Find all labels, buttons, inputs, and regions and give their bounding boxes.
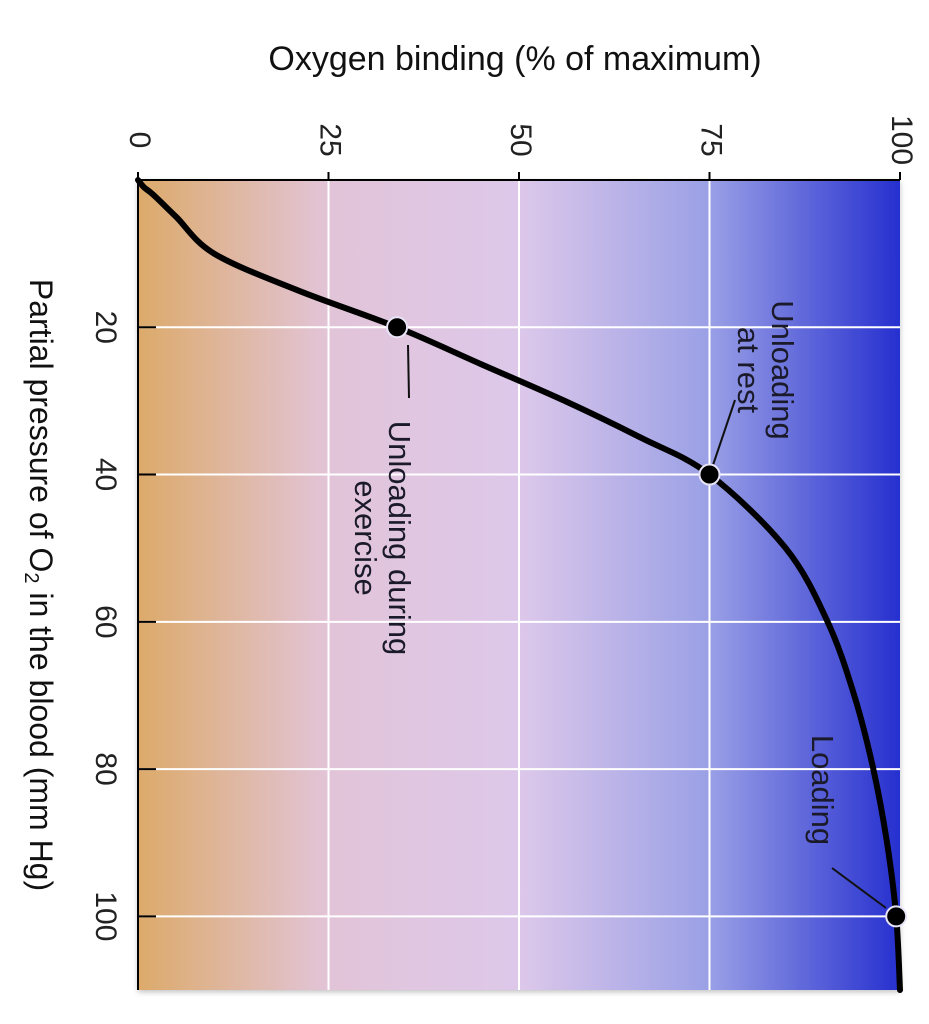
- annotation-text: Loading: [805, 735, 840, 845]
- x-axis-label: Partial pressure of O2 in the blood (mm …: [20, 279, 59, 891]
- annotation-unloading-at-rest: Unloadingat rest: [711, 300, 800, 469]
- annotation-text: Unloading duringexercise: [348, 421, 417, 655]
- dissociation-curve: [135, 177, 903, 993]
- x-tick-label: 80: [89, 752, 122, 785]
- x-tick-label: 20: [89, 311, 122, 344]
- grid-lines: [138, 180, 900, 990]
- data-point-marker: [698, 463, 721, 486]
- leader-line: [407, 344, 410, 399]
- x-tick-label: 60: [89, 605, 122, 638]
- annotation-text: Unloadingat rest: [731, 300, 800, 440]
- axis-ticks: [137, 172, 901, 918]
- y-axis-label: Oxygen binding (% of maximum): [268, 40, 761, 78]
- data-point-marker: [386, 316, 409, 339]
- annotation-loading: Loading: [805, 735, 887, 909]
- leader-line: [831, 867, 887, 909]
- y-tick-label: 100: [885, 115, 918, 165]
- x-tick-label: 40: [89, 458, 122, 491]
- y-tick-label: 50: [504, 123, 537, 156]
- y-tick-label: 75: [695, 123, 728, 156]
- annotation-unloading-during-exercise: Unloading duringexercise: [348, 344, 417, 655]
- data-point-marker: [885, 905, 908, 928]
- y-tick-label: 25: [314, 123, 347, 156]
- x-tick-label: 100: [89, 891, 122, 941]
- y-tick-label: 0: [123, 132, 156, 149]
- leader-line: [711, 399, 736, 469]
